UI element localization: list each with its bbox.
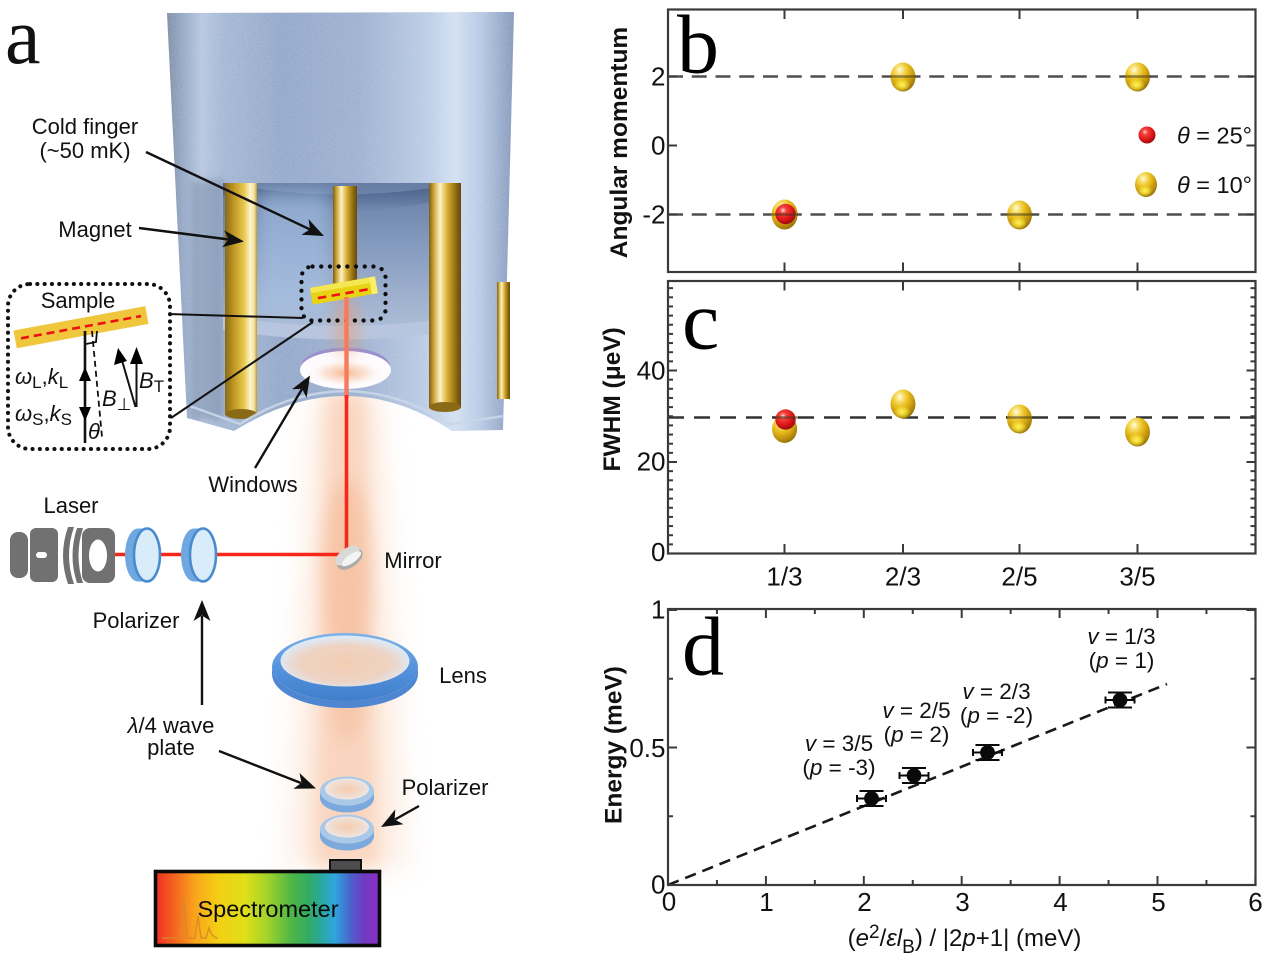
svg-text:2: 2: [857, 887, 871, 917]
svg-text:2/5: 2/5: [1001, 562, 1037, 592]
svg-text:Energy (meV): Energy (meV): [601, 666, 628, 824]
svg-text:1: 1: [759, 887, 773, 917]
svg-text:Magnet: Magnet: [58, 217, 131, 242]
svg-text:(p = 1): (p = 1): [1089, 648, 1155, 673]
svg-text:θ: θ: [88, 419, 100, 444]
svg-text:(p = 2): (p = 2): [884, 722, 950, 747]
svg-text:Lens: Lens: [439, 663, 487, 688]
svg-text:2: 2: [651, 62, 665, 92]
svg-text:2/3: 2/3: [885, 562, 921, 592]
svg-text:4: 4: [1053, 887, 1067, 917]
svg-text:3: 3: [955, 887, 969, 917]
svg-text:c: c: [682, 275, 719, 368]
svg-text:1: 1: [651, 595, 665, 625]
svg-text:Cold finger: Cold finger: [32, 114, 138, 139]
svg-text:(p = -3): (p = -3): [802, 755, 875, 780]
svg-text:v = 1/3: v = 1/3: [1087, 624, 1155, 649]
svg-text:a: a: [5, 0, 41, 81]
svg-text:0: 0: [651, 870, 665, 900]
svg-text:Polarizer: Polarizer: [402, 775, 489, 800]
svg-text:v = 2/5: v = 2/5: [882, 698, 950, 723]
svg-text:B⊥: B⊥: [102, 386, 132, 414]
svg-text:1/3: 1/3: [766, 562, 802, 592]
svg-text:v = 3/5: v = 3/5: [805, 731, 873, 756]
svg-text:b: b: [677, 0, 719, 92]
svg-text:20: 20: [637, 447, 666, 477]
svg-text:0: 0: [662, 887, 676, 917]
svg-text:λ/4 wave: λ/4 wave: [127, 713, 215, 738]
svg-text:Windows: Windows: [208, 472, 297, 497]
svg-text:Sample: Sample: [41, 288, 116, 313]
svg-text:0.5: 0.5: [629, 733, 665, 763]
svg-text:ωL,kL: ωL,kL: [15, 364, 68, 392]
svg-text:5: 5: [1151, 887, 1165, 917]
svg-text:6: 6: [1248, 887, 1262, 917]
svg-text:v = 2/3: v = 2/3: [962, 679, 1030, 704]
svg-text:0: 0: [651, 131, 665, 161]
svg-text:(p = -2): (p = -2): [960, 703, 1033, 728]
svg-text:Angular momentum: Angular momentum: [606, 27, 633, 258]
svg-text:Spectrometer: Spectrometer: [197, 896, 338, 922]
svg-text:ωS,kS: ωS,kS: [15, 401, 72, 429]
svg-text:FWHM (μeV): FWHM (μeV): [599, 327, 626, 471]
svg-text:Mirror: Mirror: [384, 548, 441, 573]
svg-text:d: d: [682, 601, 724, 694]
svg-text:Laser: Laser: [43, 493, 98, 518]
svg-text:0: 0: [651, 537, 665, 567]
svg-text:BT: BT: [139, 368, 164, 396]
svg-text:plate: plate: [147, 735, 195, 760]
svg-text:θ = 25°: θ = 25°: [1177, 123, 1252, 149]
svg-text:40: 40: [637, 356, 666, 386]
svg-text:Polarizer: Polarizer: [93, 608, 180, 633]
svg-text:(~50 mK): (~50 mK): [39, 138, 130, 163]
svg-text:θ = 10°: θ = 10°: [1177, 172, 1252, 198]
svg-text:3/5: 3/5: [1119, 562, 1155, 592]
svg-text:-2: -2: [642, 200, 665, 230]
